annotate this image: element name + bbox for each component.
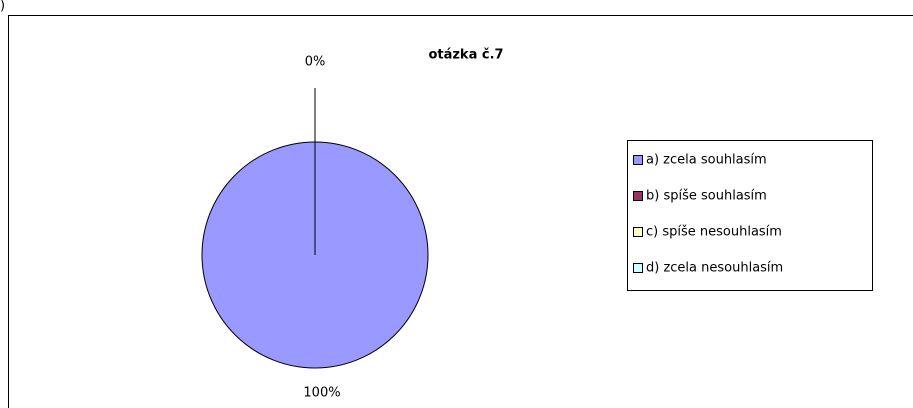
- legend-label: c) spíše nesouhlasím: [646, 225, 782, 240]
- data-label: 0%: [305, 55, 326, 70]
- chart-title: otázka č.7: [428, 48, 503, 63]
- legend-label: a) zcela souhlasím: [646, 153, 767, 168]
- data-label: 100%: [303, 386, 340, 401]
- legend-swatch: [633, 155, 643, 165]
- legend-label: d) zcela nesouhlasím: [646, 261, 783, 276]
- legend-swatch: [633, 191, 643, 201]
- legend-box: [627, 140, 873, 291]
- legend-swatch: [633, 263, 643, 273]
- legend-swatch: [633, 227, 643, 237]
- fragment-text: ): [0, 0, 5, 14]
- legend-label: b) spíše souhlasím: [646, 189, 767, 204]
